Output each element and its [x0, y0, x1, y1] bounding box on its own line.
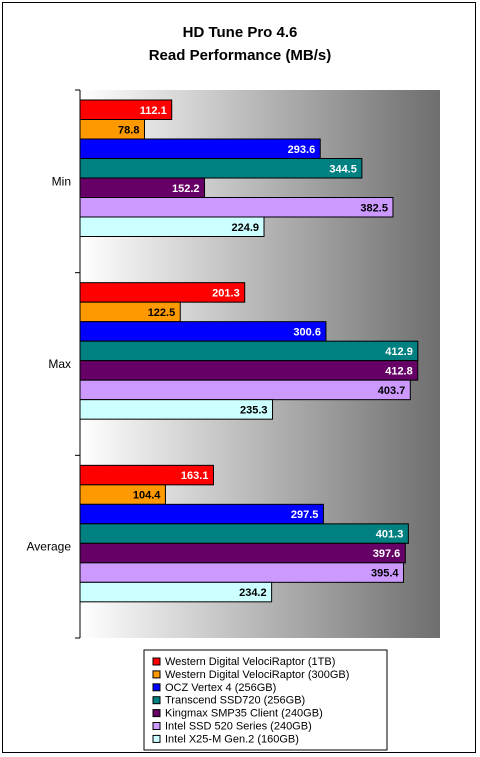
legend-entry: Kingmax SMP35 Client (240GB): [165, 708, 323, 720]
legend-swatch: [152, 657, 161, 666]
bar-value-label: 163.1: [181, 470, 209, 482]
bar-value-label: 401.3: [376, 529, 404, 541]
chart-title-line-2: Read Performance (MB/s): [149, 47, 332, 64]
bar-value-label: 152.2: [172, 183, 200, 195]
bar-value-label: 224.9: [231, 222, 259, 234]
legend-box: [143, 649, 388, 751]
legend-swatch: [152, 696, 161, 705]
bar-value-label: 297.5: [291, 509, 319, 521]
chart-title-line-1: HD Tune Pro 4.6: [183, 24, 298, 41]
legend-swatch: [152, 670, 161, 679]
legend-entry: Western Digital VelociRaptor (300GB): [165, 669, 349, 681]
legend-swatch: [152, 709, 161, 718]
bar: [79, 158, 363, 179]
legend-entry: Intel SSD 520 Series (240GB): [165, 721, 312, 733]
category-label: Average: [27, 540, 72, 554]
bar: [79, 503, 324, 525]
legend-entry: OCZ Vertex 4 (256GB): [165, 682, 276, 694]
bar-value-label: 412.9: [385, 346, 413, 358]
bar: [79, 542, 406, 564]
bar-value-label: 234.2: [239, 587, 267, 599]
bar-value-label: 293.6: [288, 144, 316, 156]
bar-value-label: 344.5: [329, 163, 357, 175]
bar: [79, 360, 419, 381]
bar: [79, 197, 394, 218]
bar: [79, 340, 419, 362]
bar: [79, 562, 405, 583]
legend-swatch: [152, 734, 161, 743]
bar-value-label: 397.6: [373, 548, 401, 560]
legend-swatch: [152, 683, 161, 692]
bar-value-label: 395.4: [371, 568, 399, 580]
bar-value-label: 300.6: [293, 326, 321, 338]
bar: [79, 523, 409, 544]
legend-swatch: [152, 722, 161, 730]
bar-value-label: 122.5: [148, 307, 176, 319]
bar-value-label: 78.8: [118, 124, 139, 136]
bar-value-label: 104.4: [133, 490, 161, 502]
bar-value-label: 382.5: [360, 202, 388, 214]
bar-value-label: 112.1: [140, 105, 167, 117]
category-label: Min: [52, 174, 71, 188]
bar-value-label: 201.3: [212, 287, 240, 299]
category-label: Max: [48, 357, 71, 371]
axes-group: Min Max Average: [27, 89, 81, 639]
bar-value-label: 403.7: [378, 385, 406, 397]
bars-group: 112.178.8 293.6 344.5 152.2 382.5 224.9 201.3 1…: [79, 99, 419, 603]
bar-value-label: 235.3: [240, 404, 268, 416]
bar: [79, 321, 327, 342]
bar-value-label: 412.8: [385, 365, 413, 377]
bar: [79, 138, 321, 159]
legend: Western Digital VelociRaptor (1TB)Wester…: [152, 656, 349, 745]
legend-entry: Intel X25-M Gen.2 (160GB): [165, 733, 299, 745]
legend-entry: Transcend SSD720 (256GB): [165, 695, 305, 707]
legend-entry: Western Digital VelociRaptor (1TB): [165, 656, 335, 668]
bar: [79, 379, 411, 401]
